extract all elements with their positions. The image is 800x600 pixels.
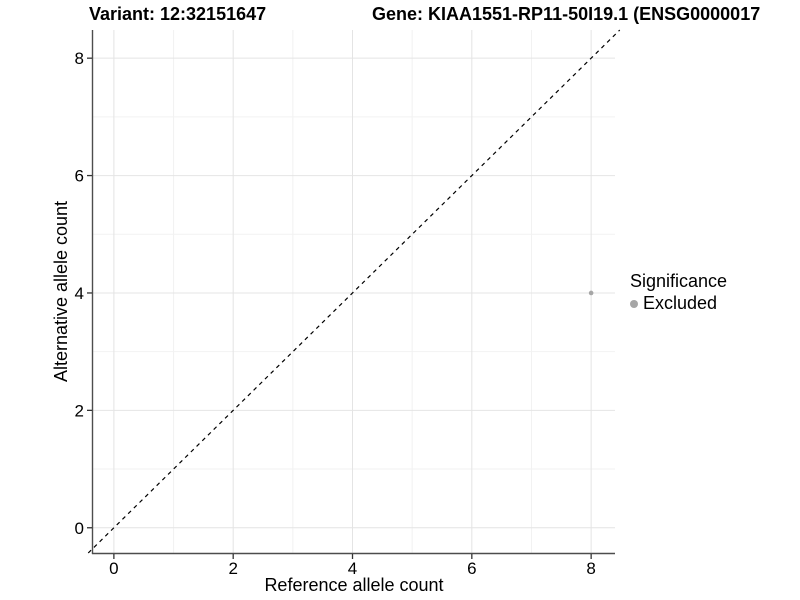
y-tick-label: 0	[75, 519, 84, 538]
x-tick-label: 0	[109, 559, 118, 578]
y-axis-title: Alternative allele count	[51, 201, 71, 382]
identity-line	[87, 29, 621, 554]
y-tick-label: 4	[75, 284, 84, 303]
y-tick-label: 8	[75, 49, 84, 68]
x-axis-title: Reference allele count	[264, 575, 443, 595]
legend: Significance Excluded	[630, 272, 727, 313]
plot-title-gene: Gene: KIAA1551-RP11-50I19.1 (ENSG0000017	[372, 4, 761, 24]
excluded-point-swatch	[630, 299, 638, 308]
legend-item-excluded: Excluded	[630, 294, 727, 313]
legend-title: Significance	[630, 271, 728, 291]
x-tick-label: 4	[348, 559, 357, 578]
y-tick-label: 2	[75, 401, 84, 420]
plot-title-variant: Variant: 12:32151647	[89, 4, 267, 24]
legend-item-label: Excluded	[643, 293, 718, 313]
x-tick-label: 8	[586, 559, 595, 578]
y-tick-label: 6	[75, 167, 84, 186]
x-tick-label: 6	[467, 559, 476, 578]
data-point	[588, 290, 594, 296]
x-tick-label: 2	[228, 559, 237, 578]
